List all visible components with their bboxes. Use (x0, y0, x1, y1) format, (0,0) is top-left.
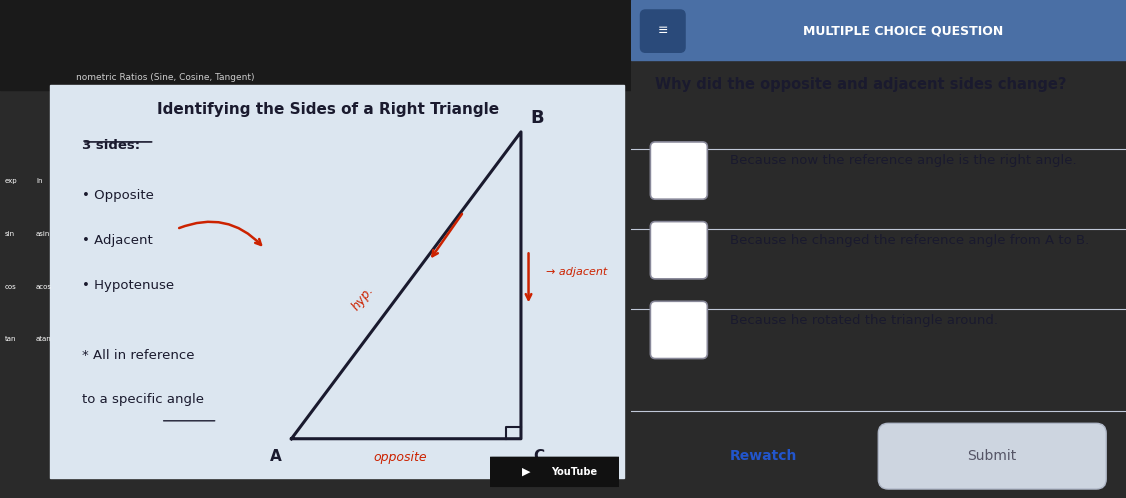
Text: sin: sin (5, 231, 15, 237)
Text: Rewatch: Rewatch (730, 449, 797, 463)
Text: * All in reference: * All in reference (82, 349, 195, 362)
Text: Because he changed the reference angle from A to B.: Because he changed the reference angle f… (730, 234, 1089, 247)
Text: YouTube: YouTube (551, 467, 597, 477)
Text: B: B (530, 109, 544, 127)
Text: Submit: Submit (967, 449, 1017, 463)
Text: ≡: ≡ (658, 24, 668, 37)
Text: → adjacent: → adjacent (546, 267, 607, 277)
Text: • Opposite: • Opposite (82, 189, 154, 202)
Text: atan: atan (36, 336, 52, 342)
Text: Because now the reference angle is the right angle.: Because now the reference angle is the r… (730, 154, 1076, 167)
Text: opposite: opposite (373, 451, 427, 464)
Text: cos: cos (5, 284, 17, 290)
Text: Because he rotated the triangle around.: Because he rotated the triangle around. (730, 314, 998, 327)
FancyBboxPatch shape (641, 10, 685, 52)
Text: asin: asin (36, 231, 51, 237)
FancyBboxPatch shape (651, 222, 707, 279)
Text: C: C (534, 449, 545, 464)
Text: MULTIPLE CHOICE QUESTION: MULTIPLE CHOICE QUESTION (803, 24, 1003, 37)
Text: nometric Ratios (Sine, Cosine, Tangent): nometric Ratios (Sine, Cosine, Tangent) (75, 73, 254, 82)
Text: A: A (270, 449, 282, 464)
FancyBboxPatch shape (651, 301, 707, 359)
Bar (631, 0, 1126, 60)
Text: ▶: ▶ (521, 467, 530, 477)
FancyBboxPatch shape (878, 423, 1106, 489)
Text: Why did the opposite and adjacent sides change?: Why did the opposite and adjacent sides … (655, 77, 1066, 92)
FancyBboxPatch shape (486, 457, 623, 487)
Text: to a specific angle: to a specific angle (82, 393, 204, 406)
Text: Identifying the Sides of a Right Triangle: Identifying the Sides of a Right Triangl… (157, 102, 499, 117)
Text: • Hypotenuse: • Hypotenuse (82, 279, 175, 292)
Bar (51, 85, 624, 478)
Text: acos: acos (36, 284, 52, 290)
FancyBboxPatch shape (651, 142, 707, 199)
Text: ln: ln (36, 178, 43, 184)
Text: 3 sides:: 3 sides: (82, 139, 140, 152)
Text: • Adjacent: • Adjacent (82, 234, 153, 247)
Text: exp: exp (5, 178, 18, 184)
Text: hyp.: hyp. (350, 283, 377, 313)
Text: tan: tan (5, 336, 17, 342)
Bar (0, 0, 631, 90)
